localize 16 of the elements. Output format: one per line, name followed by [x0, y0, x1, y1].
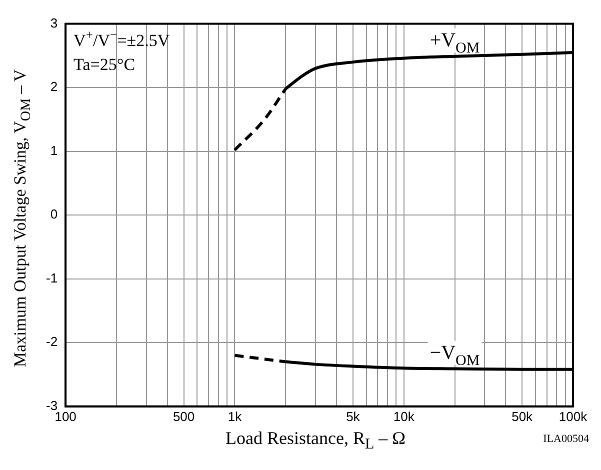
x-axis-title: Load Resistance, R$_{L}$ – Ω: [225, 428, 406, 453]
y-tick-label: -2: [46, 334, 58, 350]
y-tick-label: 2: [50, 79, 58, 94]
x-tick-label: 1k: [228, 408, 242, 424]
y-tick-label: 0: [50, 206, 58, 222]
x-tick-label: 10k: [393, 408, 415, 424]
annotation: V+/V−=±2.5V: [74, 28, 170, 50]
annotation: Ta=25°C: [74, 54, 136, 74]
x-tick-label: 50k: [512, 408, 534, 424]
x-tick-label: 100k: [558, 408, 588, 424]
y-tick-label: -1: [46, 270, 58, 286]
y-tick-label: 1: [50, 142, 58, 158]
x-tick-label: 500: [172, 408, 195, 424]
text: ILA00504: [543, 433, 589, 445]
y-tick-label: 3: [50, 15, 58, 30]
x-tick-label: 5k: [346, 408, 360, 424]
